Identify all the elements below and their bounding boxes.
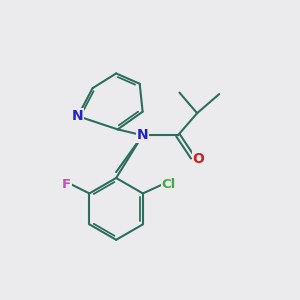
Text: N: N [137,128,148,142]
Text: O: O [193,152,205,166]
Text: Cl: Cl [161,178,176,190]
Text: N: N [72,109,84,123]
Text: F: F [62,178,71,190]
